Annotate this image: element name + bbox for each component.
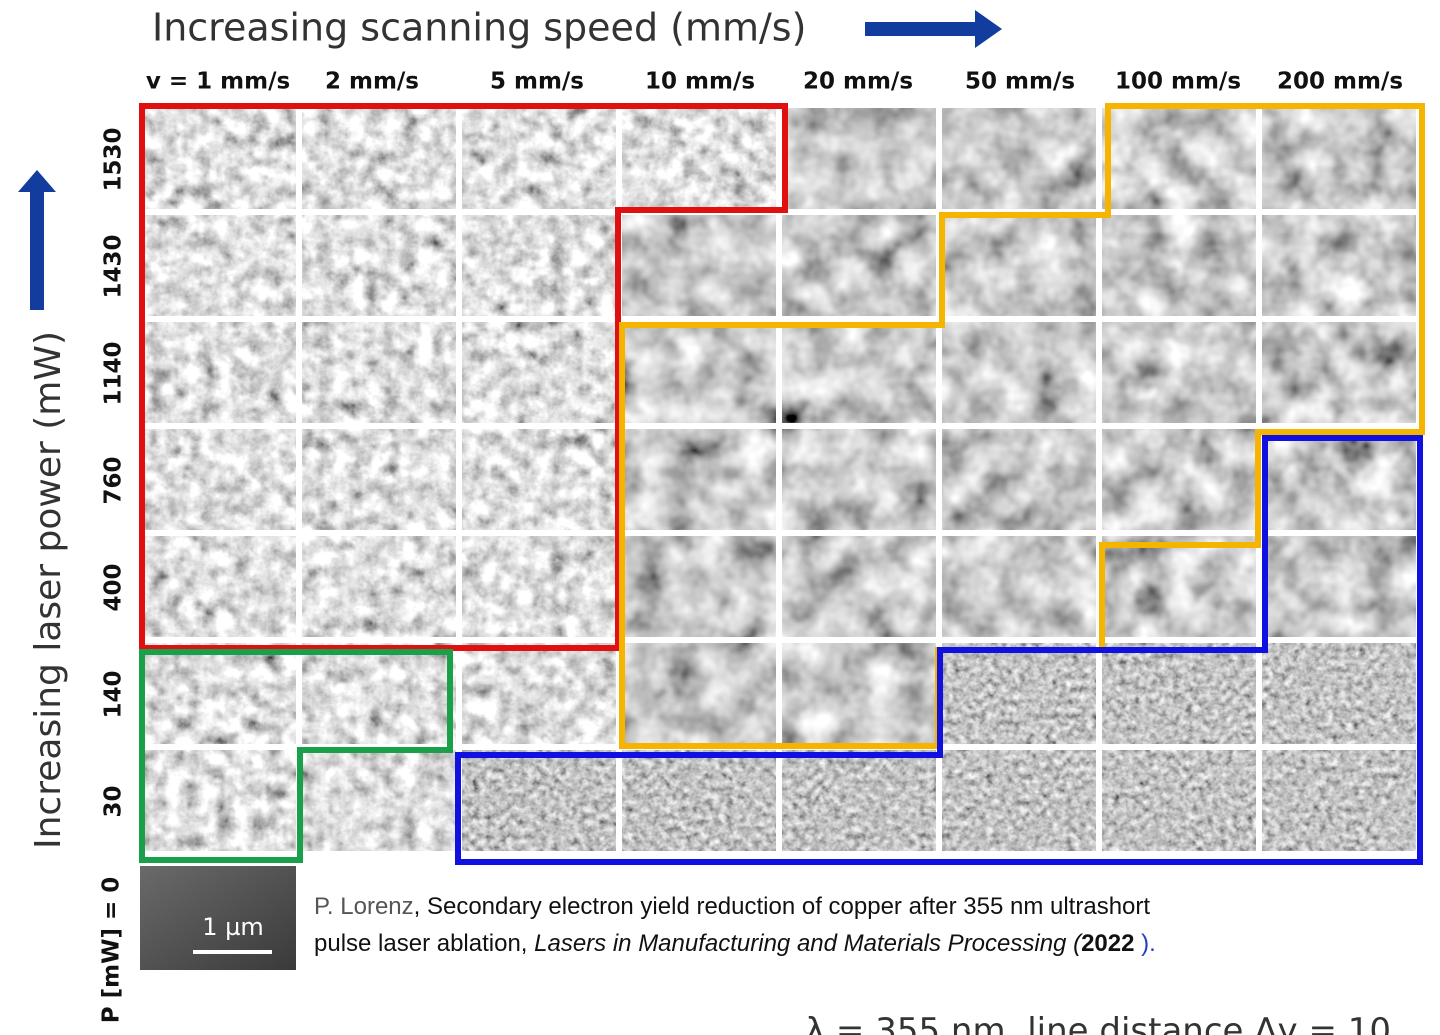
sem-image <box>142 536 296 637</box>
row-label: 30 <box>101 785 127 817</box>
row-label: 400 <box>101 563 127 611</box>
sem-image <box>142 322 296 423</box>
sem-image <box>302 750 456 851</box>
sem-image <box>782 750 936 851</box>
sem-image <box>302 643 456 744</box>
citation-end: ). <box>1134 930 1155 957</box>
sem-image <box>1262 215 1416 316</box>
side-label: Increasing laser power (mW) <box>28 331 69 849</box>
sem-image <box>142 215 296 316</box>
sem-image <box>142 429 296 530</box>
sem-image <box>942 322 1096 423</box>
sem-image <box>462 429 616 530</box>
sem-image <box>142 643 296 744</box>
sem-image <box>462 536 616 637</box>
citation-journal: Lasers in Manufacturing and Materials Pr… <box>534 930 1084 957</box>
citation-text: , Secondary electron yield reduction of … <box>414 893 1151 920</box>
sem-image <box>142 108 296 209</box>
sem-image <box>1262 108 1416 209</box>
sem-image <box>622 322 776 423</box>
sem-image <box>1262 750 1416 851</box>
citation-text: pulse laser ablation, <box>314 930 534 957</box>
sem-image <box>622 536 776 637</box>
column-label: 50 mm/s <box>965 69 1075 95</box>
citation-author: P. Lorenz <box>314 893 414 920</box>
column-label: 2 mm/s <box>325 69 419 95</box>
figure: Increasing scanning speed (mm/s) Increas… <box>0 0 1440 1035</box>
citation-year: 2022 <box>1081 930 1134 957</box>
page: Increasing scanning speed (mm/s) Increas… <box>0 0 1440 1035</box>
sem-image <box>462 108 616 209</box>
sem-image <box>462 322 616 423</box>
row-label: 760 <box>101 456 127 504</box>
sem-image <box>1262 322 1416 423</box>
sem-image <box>1102 215 1256 316</box>
sem-image <box>302 215 456 316</box>
sem-image <box>462 750 616 851</box>
row-label: 140 <box>101 670 127 718</box>
scale-label: 1 µm <box>202 913 264 941</box>
citation-line-2: pulse laser ablation, Lasers in Manufact… <box>314 930 1156 957</box>
column-label: 20 mm/s <box>803 69 913 95</box>
sem-image <box>942 108 1096 209</box>
sem-image <box>302 429 456 530</box>
image-grid <box>142 108 1416 851</box>
sem-image <box>782 536 936 637</box>
sem-image <box>302 108 456 209</box>
row-label: 1140 <box>101 341 127 405</box>
row-label: 1530 <box>101 127 127 191</box>
header: Increasing scanning speed (mm/s) <box>152 6 806 50</box>
column-label: v = 1 mm/s <box>146 69 290 95</box>
sem-image <box>142 750 296 851</box>
zero-label: P [mW] = 0 <box>99 877 125 1024</box>
sem-image <box>622 643 776 744</box>
sem-image <box>942 536 1096 637</box>
sem-image <box>462 643 616 744</box>
sem-image <box>1102 322 1256 423</box>
sem-image <box>1262 536 1416 637</box>
sem-image <box>782 643 936 744</box>
sem-image <box>942 215 1096 316</box>
column-label: 100 mm/s <box>1115 69 1241 95</box>
sem-image <box>942 643 1096 744</box>
column-label: 5 mm/s <box>490 69 584 95</box>
sem-image <box>942 429 1096 530</box>
sem-image <box>782 215 936 316</box>
citation-line-1: P. Lorenz, Secondary electron yield redu… <box>314 893 1150 920</box>
sem-image <box>1102 108 1256 209</box>
column-label: 10 mm/s <box>645 69 755 95</box>
sem-image <box>782 429 936 530</box>
sem-image <box>302 322 456 423</box>
sem-image <box>942 750 1096 851</box>
sem-image <box>622 108 776 209</box>
row-label: 1430 <box>101 234 127 298</box>
sem-image <box>1262 643 1416 744</box>
sem-image <box>302 536 456 637</box>
sem-image <box>1102 750 1256 851</box>
arrow-up <box>18 170 56 310</box>
sem-image <box>622 215 776 316</box>
arrow-right <box>865 10 1002 48</box>
sem-image <box>1102 429 1256 530</box>
sem-image <box>462 215 616 316</box>
sem-image <box>782 108 936 209</box>
sem-image <box>782 322 936 423</box>
sem-image <box>1262 429 1416 530</box>
sem-image <box>1102 643 1256 744</box>
footer: λ = 355 nm, line distance Δy = 10 <box>805 1011 1391 1035</box>
column-label: 200 mm/s <box>1277 69 1403 95</box>
sem-image <box>622 429 776 530</box>
sem-image <box>1102 536 1256 637</box>
sem-image <box>622 750 776 851</box>
